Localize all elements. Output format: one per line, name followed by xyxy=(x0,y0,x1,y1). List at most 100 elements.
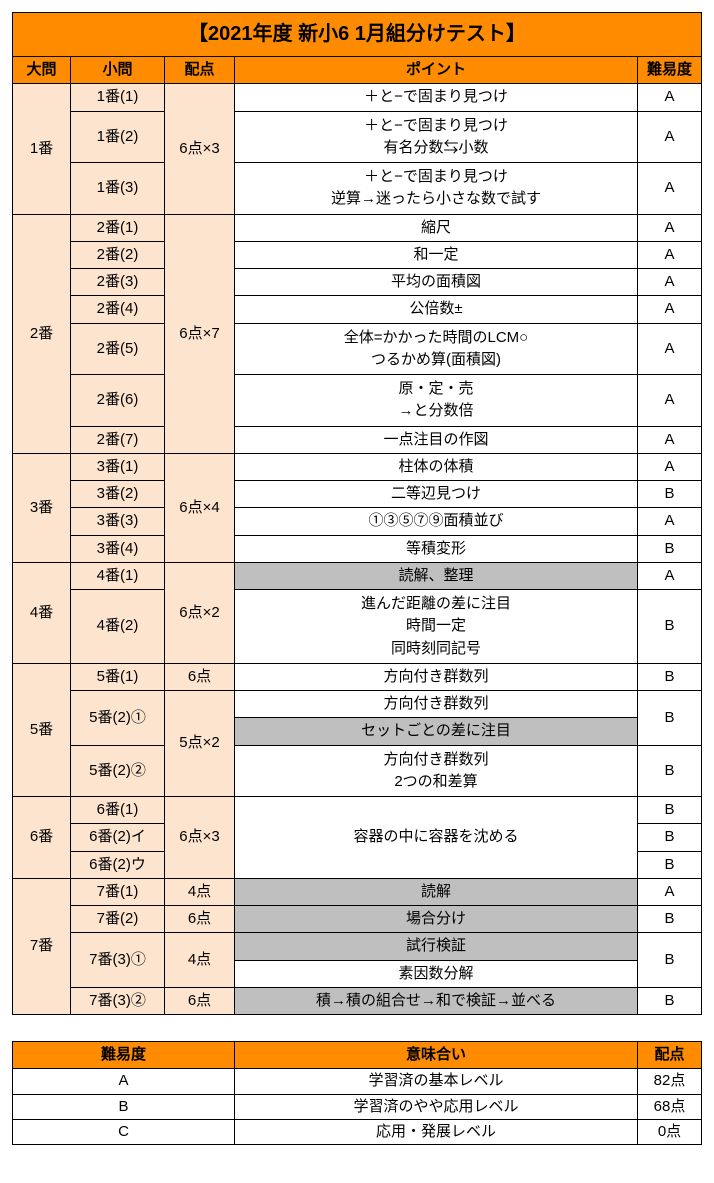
point-line: 試行検証 xyxy=(235,933,637,959)
oban-cell: 2番 xyxy=(13,214,71,453)
table-row: 7番 7番(1) 4点 読解 A xyxy=(13,878,702,905)
point-line: 同時刻同記号 xyxy=(239,638,633,660)
diff-cell: B xyxy=(638,745,702,797)
haiten-cell: 5点×2 xyxy=(165,691,235,797)
koban-cell: 6番(2)ウ xyxy=(71,851,165,878)
koban-cell: 3番(4) xyxy=(71,535,165,562)
table-row: 5番(2)② 方向付き群数列 2つの和差算 B xyxy=(13,745,702,797)
diff-cell: B xyxy=(638,797,702,824)
legend-meaning: 学習済の基本レベル xyxy=(235,1069,638,1094)
table-row: 2番(6) 原・定・売 →と分数倍 A xyxy=(13,375,702,427)
legend-pts: 68点 xyxy=(638,1094,702,1119)
legend-diff: C xyxy=(13,1119,235,1144)
point-cell: 二等辺見つけ xyxy=(235,481,638,508)
table-row: 2番 2番(1) 6点×7 縮尺 A xyxy=(13,214,702,241)
haiten-cell: 6点×7 xyxy=(165,214,235,453)
diff-cell: A xyxy=(638,323,702,375)
legend-meaning: 学習済のやや応用レベル xyxy=(235,1094,638,1119)
koban-cell: 2番(1) xyxy=(71,214,165,241)
point-cell: 方向付き群数列 2つの和差算 xyxy=(235,745,638,797)
hdr-haiten: 配点 xyxy=(165,57,235,84)
diff-cell: A xyxy=(638,375,702,427)
point-cell: 一点注目の作図 xyxy=(235,426,638,453)
point-line: 方向付き群数列 xyxy=(235,691,637,717)
koban-cell: 3番(3) xyxy=(71,508,165,535)
point-cell: 進んだ距離の差に注目 時間一定 同時刻同記号 xyxy=(235,590,638,664)
legend-meaning: 応用・発展レベル xyxy=(235,1119,638,1144)
oban-cell: 6番 xyxy=(13,797,71,879)
legend-pts: 0点 xyxy=(638,1119,702,1144)
point-cell: 積→積の組合せ→和で検証→並べる xyxy=(235,987,638,1014)
legend-hdr-pts: 配点 xyxy=(638,1042,702,1069)
point-line: 時間一定 xyxy=(239,615,633,637)
point-cell: 容器の中に容器を沈める xyxy=(235,797,638,879)
diff-cell: A xyxy=(638,163,702,215)
koban-cell: 7番(3)② xyxy=(71,987,165,1014)
point-line: つるかめ算(面積図) xyxy=(239,349,633,371)
diff-cell: B xyxy=(638,987,702,1014)
koban-cell: 5番(2)② xyxy=(71,745,165,797)
diff-cell: A xyxy=(638,111,702,163)
diff-cell: B xyxy=(638,663,702,690)
point-cell: 場合分け xyxy=(235,906,638,933)
legend-hdr-diff: 難易度 xyxy=(13,1042,235,1069)
diff-cell: B xyxy=(638,906,702,933)
hdr-oban: 大問 xyxy=(13,57,71,84)
oban-cell: 5番 xyxy=(13,663,71,796)
diff-cell: B xyxy=(638,691,702,746)
legend-diff: B xyxy=(13,1094,235,1119)
koban-cell: 7番(3)① xyxy=(71,933,165,988)
table-row: 1番 1番(1) 6点×3 ＋と−で固まり見つけ A xyxy=(13,84,702,111)
point-cell: 読解、整理 xyxy=(235,562,638,589)
point-cell: 柱体の体積 xyxy=(235,453,638,480)
table-row: 7番(2) 6点 場合分け B xyxy=(13,906,702,933)
koban-cell: 6番(2)イ xyxy=(71,824,165,851)
diff-cell: A xyxy=(638,562,702,589)
point-cell: 方向付き群数列 セットごとの差に注目 xyxy=(235,691,638,746)
point-cell: 公倍数± xyxy=(235,296,638,323)
table-row: 1番(3) ＋と−で固まり見つけ 逆算→迷ったら小さな数で試す A xyxy=(13,163,702,215)
point-line: 方向付き群数列 xyxy=(239,749,633,771)
hdr-koban: 小問 xyxy=(71,57,165,84)
point-line: ＋と−で固まり見つけ xyxy=(239,166,633,188)
koban-cell: 2番(4) xyxy=(71,296,165,323)
point-line: 有名分数⇆小数 xyxy=(239,137,633,159)
point-cell: 読解 xyxy=(235,878,638,905)
point-cell: 和一定 xyxy=(235,241,638,268)
point-line: 原・定・売 xyxy=(239,378,633,400)
koban-cell: 6番(1) xyxy=(71,797,165,824)
koban-cell: 1番(3) xyxy=(71,163,165,215)
hdr-point: ポイント xyxy=(235,57,638,84)
haiten-cell: 6点 xyxy=(165,906,235,933)
table-row: 2番(5) 全体=かかった時間のLCM○ つるかめ算(面積図) A xyxy=(13,323,702,375)
legend-hdr-meaning: 意味合い xyxy=(235,1042,638,1069)
koban-cell: 7番(2) xyxy=(71,906,165,933)
diff-cell: A xyxy=(638,214,702,241)
legend-row: C 応用・発展レベル 0点 xyxy=(13,1119,702,1144)
haiten-cell: 6点×3 xyxy=(165,84,235,214)
point-line: 逆算→迷ったら小さな数で試す xyxy=(239,188,633,210)
legend-row: A 学習済の基本レベル 82点 xyxy=(13,1069,702,1094)
diff-cell: A xyxy=(638,878,702,905)
koban-cell: 3番(2) xyxy=(71,481,165,508)
table-row: 7番(3)① 4点 試行検証 素因数分解 B xyxy=(13,933,702,988)
point-cell: ＋と−で固まり見つけ xyxy=(235,84,638,111)
table-row: 2番(7) 一点注目の作図 A xyxy=(13,426,702,453)
table-row: 3番(3) ①③⑤⑦⑨面積並び A xyxy=(13,508,702,535)
point-cell: ＋と−で固まり見つけ 逆算→迷ったら小さな数で試す xyxy=(235,163,638,215)
point-line: 進んだ距離の差に注目 xyxy=(239,593,633,615)
point-cell: 等積変形 xyxy=(235,535,638,562)
table-row: 4番 4番(1) 6点×2 読解、整理 A xyxy=(13,562,702,589)
point-cell: ①③⑤⑦⑨面積並び xyxy=(235,508,638,535)
hdr-diff: 難易度 xyxy=(638,57,702,84)
koban-cell: 2番(5) xyxy=(71,323,165,375)
koban-cell: 1番(1) xyxy=(71,84,165,111)
koban-cell: 2番(6) xyxy=(71,375,165,427)
table-row: 3番(4) 等積変形 B xyxy=(13,535,702,562)
koban-cell: 5番(1) xyxy=(71,663,165,690)
koban-cell: 3番(1) xyxy=(71,453,165,480)
diff-cell: B xyxy=(638,535,702,562)
koban-cell: 4番(2) xyxy=(71,590,165,664)
haiten-cell: 4点 xyxy=(165,878,235,905)
oban-cell: 3番 xyxy=(13,453,71,562)
